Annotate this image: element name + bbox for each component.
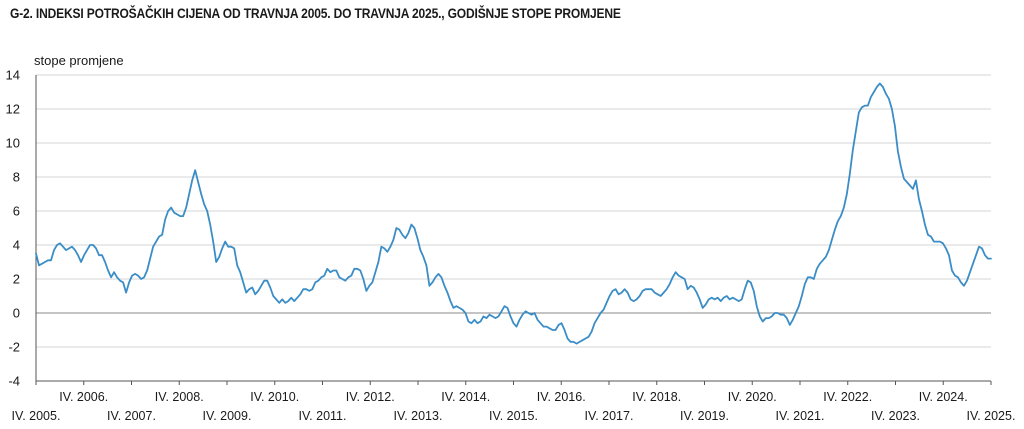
y-tick-label: 2 — [13, 272, 20, 287]
x-tick-label: IV. 2025. — [967, 409, 1016, 423]
y-tick-label: 10 — [6, 136, 20, 151]
x-tick-label: IV. 2007. — [107, 409, 156, 423]
x-tick-label: IV. 2013. — [394, 409, 443, 423]
x-tick-label: IV. 2017. — [585, 409, 634, 423]
x-tick-label: IV. 2019. — [680, 409, 729, 423]
chart-title: G-2. INDEKSI POTROŠAČKIH CIJENA OD TRAVN… — [10, 5, 621, 21]
y-tick-labels: -4 -2 0 2 4 6 8 10 12 14 — [6, 68, 20, 389]
x-tick-label: IV. 2022. — [823, 390, 872, 404]
x-tick-label: IV. 2024. — [919, 390, 968, 404]
x-tick-labels: IV. 2005. IV. 2006. IV. 2007. IV. 2008. IV. … — [12, 381, 1016, 423]
x-tick-label: IV. 2010. — [250, 390, 299, 404]
line-layer — [35, 82, 992, 345]
y-tick-label: -4 — [8, 374, 20, 389]
x-tick-label: IV. 2011. — [299, 409, 347, 423]
y-tick-label: 6 — [13, 204, 20, 219]
series-line-0 — [35, 82, 992, 345]
x-tick-label: IV. 2006. — [59, 390, 108, 404]
x-tick-label: IV. 2009. — [203, 409, 252, 423]
y-tick-label: 12 — [6, 102, 20, 117]
y-tick-label: 4 — [13, 238, 20, 253]
grid-layer — [35, 74, 991, 382]
x-tick-label: IV. 2012. — [346, 390, 395, 404]
y-axis-label: stope promjene — [34, 53, 124, 68]
x-tick-label: IV. 2015. — [489, 409, 538, 423]
y-tick-label: 14 — [6, 68, 20, 83]
x-tick-label: IV. 2005. — [12, 409, 61, 423]
y-tick-label: 0 — [13, 306, 20, 321]
x-tick-label: IV. 2016. — [537, 390, 586, 404]
x-tick-label: IV. 2023. — [871, 409, 920, 423]
y-tick-label: -2 — [8, 340, 20, 355]
x-tick-label: IV. 2008. — [155, 390, 204, 404]
x-tick-label: IV. 2014. — [441, 390, 490, 404]
x-tick-label: IV. 2020. — [728, 390, 777, 404]
x-tick-label: IV. 2021. — [776, 409, 825, 423]
x-tick-label: IV. 2018. — [632, 390, 681, 404]
y-tick-label: 8 — [13, 170, 20, 185]
